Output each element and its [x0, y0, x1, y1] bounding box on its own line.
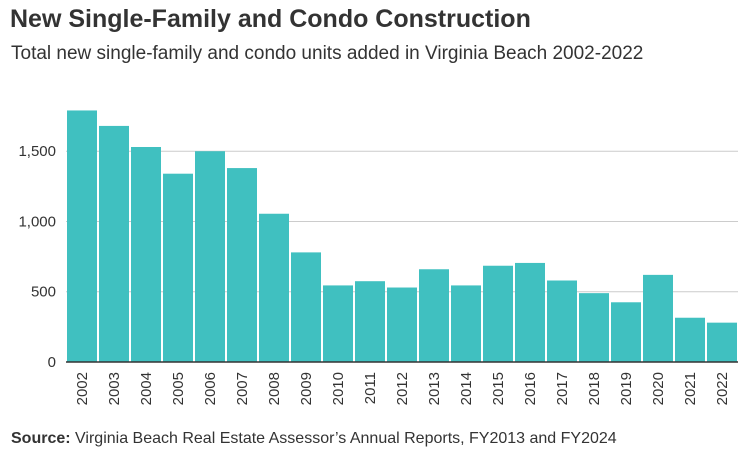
bars	[67, 110, 737, 363]
bar-2002	[67, 110, 97, 363]
x-tick-label: 2004	[138, 372, 155, 405]
bar-2011	[355, 281, 385, 362]
x-tick-label: 2005	[170, 372, 187, 405]
bar-2010	[323, 285, 353, 362]
x-tick-label: 2016	[522, 372, 539, 405]
bar-2012	[387, 287, 417, 362]
x-tick-label: 2019	[618, 372, 635, 405]
bar-2005	[163, 173, 193, 362]
chart-subtitle: Total new single-family and condo units …	[11, 43, 644, 64]
bar-2019	[611, 302, 641, 362]
bar-2015	[483, 265, 513, 362]
bar-2021	[675, 317, 705, 362]
x-tick-label: 2022	[714, 372, 731, 405]
source-text: Virginia Beach Real Estate Assessor’s An…	[70, 430, 617, 447]
bar-2013	[419, 269, 449, 362]
source-label: Source:	[11, 430, 71, 447]
x-tick-label: 2017	[554, 372, 571, 405]
bar-2020	[643, 274, 673, 362]
bar-2018	[579, 293, 609, 362]
x-tick-label: 2002	[74, 372, 91, 405]
x-tick-label: 2015	[490, 372, 507, 405]
x-tick-label: 2018	[586, 372, 603, 405]
x-tick-label: 2009	[298, 372, 315, 405]
y-tick-label: 1,500	[18, 143, 56, 160]
chart-title: New Single-Family and Condo Construction	[10, 5, 531, 33]
x-tick-label: 2010	[330, 372, 347, 405]
bar-2007	[227, 168, 257, 362]
bar-2017	[547, 280, 577, 362]
y-tick-label: 1,000	[18, 213, 56, 230]
y-tick-labels: 0 500 1,000 1,500	[18, 143, 56, 371]
bar-2006	[195, 151, 225, 362]
bar-2009	[291, 252, 321, 362]
source-note: Source: Virginia Beach Real Estate Asses…	[11, 430, 617, 448]
x-tick-label: 2021	[682, 372, 699, 405]
x-tick-label: 2006	[202, 372, 219, 405]
x-tick-label: 2020	[650, 372, 667, 405]
y-tick-label: 0	[48, 354, 56, 371]
x-tick-label: 2013	[426, 372, 443, 405]
x-tick-label: 2011	[362, 372, 379, 404]
bar-2004	[131, 146, 161, 362]
x-tick-label: 2007	[234, 372, 251, 405]
bar-2014	[451, 285, 481, 362]
x-tick-label: 2008	[266, 372, 283, 405]
bar-2008	[259, 213, 289, 362]
x-tick-label: 2012	[394, 372, 411, 405]
bar-2003	[99, 125, 129, 362]
y-tick-label: 500	[31, 284, 56, 301]
bar-2016	[515, 262, 545, 362]
x-tick-labels: 2002 2003 2004 2005 2006 2007 2008 2009 2010 2011…	[74, 372, 731, 405]
x-tick-label: 2014	[458, 372, 475, 405]
bar-2022	[707, 322, 737, 362]
x-tick-label: 2003	[106, 372, 123, 405]
